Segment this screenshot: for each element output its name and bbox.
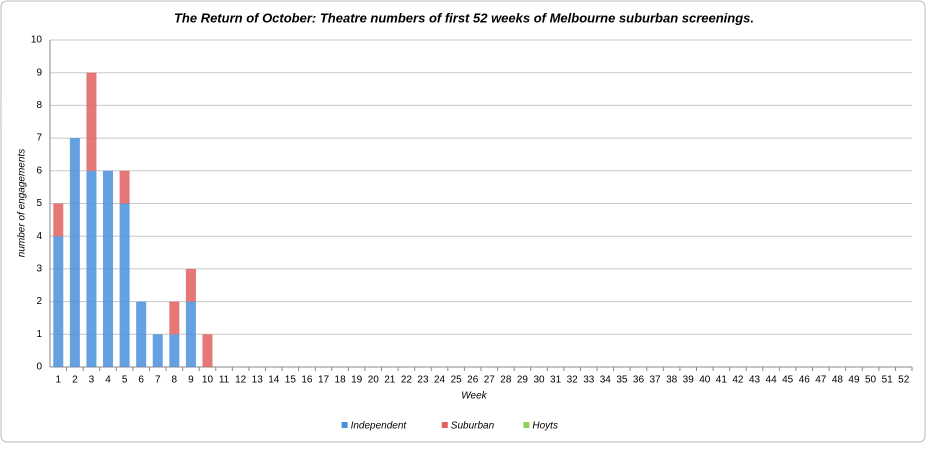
x-tick-label: 16 <box>301 375 313 386</box>
x-tick-label: 41 <box>716 375 728 386</box>
x-tick-label: 44 <box>766 375 778 386</box>
y-axis-label: number of engagements <box>17 149 28 257</box>
bar-segment <box>202 334 213 367</box>
x-tick-label: 48 <box>832 375 844 386</box>
x-tick-label: 15 <box>285 375 297 386</box>
bar-segment <box>53 236 64 367</box>
x-tick-label: 45 <box>782 375 794 386</box>
x-tick-label: 46 <box>799 375 811 386</box>
x-tick-label: 8 <box>172 375 178 386</box>
bar-segment <box>86 170 97 367</box>
y-tick-label: 10 <box>31 35 43 46</box>
x-tick-label: 14 <box>268 375 280 386</box>
x-tick-label: 52 <box>898 375 910 386</box>
bar-segment <box>53 203 64 237</box>
x-tick-label: 6 <box>138 375 144 386</box>
x-tick-label: 38 <box>666 375 678 386</box>
y-tick-label: 6 <box>36 165 42 176</box>
x-tick-label: 19 <box>351 375 363 386</box>
x-tick-label: 2 <box>72 375 78 386</box>
x-tick-label: 13 <box>252 375 264 386</box>
x-tick-label: 27 <box>484 375 496 386</box>
y-tick-label: 4 <box>36 231 42 242</box>
y-tick-label: 0 <box>36 362 42 373</box>
x-tick-label: 24 <box>434 375 446 386</box>
x-tick-label: 43 <box>749 375 761 386</box>
x-tick-label: 36 <box>633 375 645 386</box>
bar-segment <box>152 334 163 367</box>
x-tick-label: 29 <box>517 375 529 386</box>
bar-segment <box>86 72 97 171</box>
x-tick-label: 47 <box>815 375 827 386</box>
y-tick-label: 3 <box>36 264 42 275</box>
x-tick-label: 26 <box>467 375 479 386</box>
legend-label: Suburban <box>451 421 495 432</box>
y-tick-label: 8 <box>36 100 42 111</box>
x-tick-label: 30 <box>533 375 545 386</box>
y-tick-label: 7 <box>36 133 42 144</box>
bar-segment <box>169 334 180 367</box>
x-tick-label: 31 <box>550 375 562 386</box>
bar-segment <box>169 301 180 335</box>
bar-segment <box>119 203 130 367</box>
x-tick-label: 3 <box>89 375 95 386</box>
x-tick-label: 39 <box>683 375 695 386</box>
x-tick-label: 4 <box>105 375 111 386</box>
x-tick-label: 34 <box>600 375 612 386</box>
x-tick-label: 10 <box>202 375 214 386</box>
bar-segment <box>185 301 196 367</box>
x-tick-label: 51 <box>882 375 894 386</box>
x-tick-label: 50 <box>865 375 877 386</box>
legend-swatch <box>523 422 530 428</box>
x-tick-label: 35 <box>616 375 628 386</box>
y-tick-label: 2 <box>36 296 42 307</box>
x-tick-label: 12 <box>235 375 247 386</box>
x-tick-label: 49 <box>848 375 860 386</box>
x-tick-label: 7 <box>155 375 161 386</box>
bar-segment <box>119 170 130 204</box>
x-tick-label: 37 <box>649 375 661 386</box>
x-tick-label: 42 <box>732 375 744 386</box>
x-tick-label: 20 <box>368 375 380 386</box>
y-tick-label: 1 <box>36 329 42 340</box>
x-tick-label: 40 <box>699 375 711 386</box>
y-tick-label: 9 <box>36 67 42 78</box>
legend-label: Hoyts <box>532 421 558 432</box>
x-tick-label: 1 <box>56 375 62 386</box>
bar-segment <box>185 268 196 302</box>
chart-title: The Return of October: Theatre numbers o… <box>174 10 754 25</box>
bar-segment <box>136 301 147 367</box>
x-tick-label: 22 <box>401 375 413 386</box>
x-tick-label: 17 <box>318 375 330 386</box>
x-tick-label: 28 <box>500 375 512 386</box>
y-tick-label: 5 <box>36 198 42 209</box>
x-tick-label: 21 <box>384 375 396 386</box>
legend-label: Independent <box>351 421 408 432</box>
x-tick-label: 32 <box>567 375 579 386</box>
bar-segment <box>69 138 80 367</box>
legend-swatch <box>441 422 448 428</box>
x-axis-label: Week <box>461 391 487 402</box>
legend-swatch <box>341 422 348 428</box>
bar-segment <box>103 170 114 367</box>
x-tick-label: 25 <box>451 375 463 386</box>
x-tick-label: 9 <box>188 375 194 386</box>
x-tick-label: 18 <box>335 375 347 386</box>
x-tick-label: 11 <box>219 375 230 386</box>
x-tick-label: 5 <box>122 375 128 386</box>
x-tick-label: 33 <box>583 375 595 386</box>
x-tick-label: 23 <box>417 375 429 386</box>
